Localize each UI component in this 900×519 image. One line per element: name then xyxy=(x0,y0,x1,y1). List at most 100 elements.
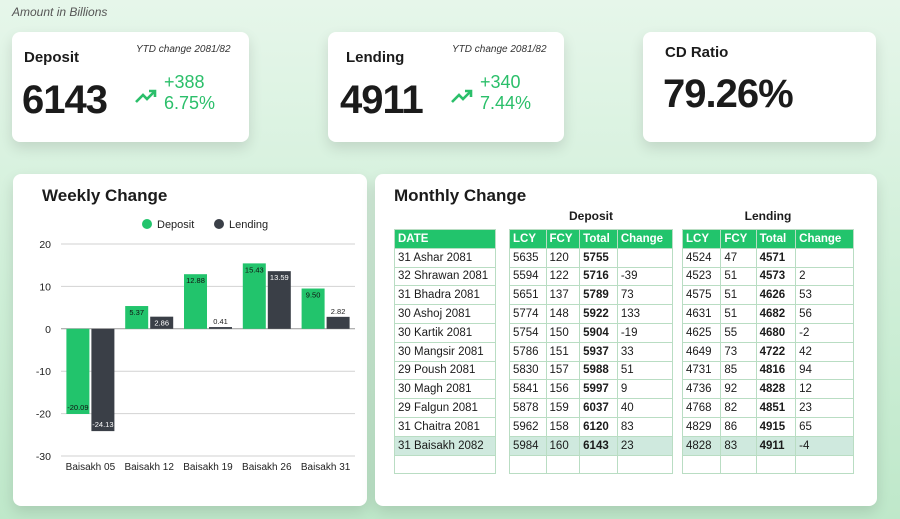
deposit-cell: 150 xyxy=(545,322,581,343)
lending-table: LCY FCY Total Change 4524 47 4571 4523 51 4573 2 45… xyxy=(681,229,854,475)
lending-cell: 4911 xyxy=(755,435,797,456)
lending-column-header: Change xyxy=(795,229,854,249)
date-cell: 32 Shrawan 2081 xyxy=(394,266,496,287)
deposit-cell: 83 xyxy=(616,416,674,437)
table-row: 5754 150 5904 -19 xyxy=(509,322,674,343)
bar xyxy=(326,316,350,329)
date-cell: 30 Kartik 2081 xyxy=(394,322,496,343)
deposit-cell: 5997 xyxy=(579,379,618,400)
deposit-cell: 157 xyxy=(545,360,581,381)
deposit-cell: -19 xyxy=(616,322,674,343)
table-row: 30 Kartik 2081 xyxy=(394,322,496,343)
lending-cell: 4816 xyxy=(755,360,797,381)
weekly-change-panel: Weekly Change Deposit Lending 20 10 0 -10 -20 -… xyxy=(13,174,367,506)
lending-cell: 65 xyxy=(795,416,854,437)
lending-cell: 4736 xyxy=(681,379,722,400)
table-row: 31 Chaitra 2081 xyxy=(394,416,496,437)
lending-card: Lending YTD change 2081/82 4911 +340 7.4… xyxy=(328,32,564,142)
table-row: 5984 160 6143 23 xyxy=(509,435,674,456)
table-row: 5651 137 5789 73 xyxy=(509,285,674,306)
legend-label: Deposit xyxy=(157,219,194,231)
empty-cell xyxy=(616,454,674,475)
deposit-cell: 5755 xyxy=(579,247,618,268)
table-row: 31 Ashar 2081 xyxy=(394,247,496,268)
deposit-cell: 5841 xyxy=(509,379,547,400)
lending-cell: 73 xyxy=(720,341,757,362)
y-tick-label: 10 xyxy=(39,281,51,293)
lending-cell xyxy=(795,247,854,268)
deposit-cell: 5984 xyxy=(509,435,547,456)
lending-cell: 4731 xyxy=(681,360,722,381)
deposit-cell: 5878 xyxy=(509,398,547,418)
data-label: 0.41 xyxy=(213,317,228,326)
date-column-header: DATE xyxy=(394,229,496,249)
lending-cell: 4575 xyxy=(681,285,722,306)
deposit-cell: 40 xyxy=(616,398,674,418)
lending-cell: 94 xyxy=(795,360,854,381)
y-tick-label: 20 xyxy=(39,239,51,251)
legend-marker xyxy=(142,219,152,229)
table-row: 4829 86 4915 65 xyxy=(681,416,854,437)
lending-group-header: Lending xyxy=(744,209,792,223)
table-row: 4731 85 4816 94 xyxy=(681,360,854,381)
lending-cell: 51 xyxy=(720,304,757,324)
lending-cell: 51 xyxy=(720,285,757,306)
deposit-cell: 51 xyxy=(616,360,674,381)
lending-cell: 4573 xyxy=(755,266,797,287)
table-row: 32 Shrawan 2081 xyxy=(394,266,496,287)
lending-cell: 56 xyxy=(795,304,854,324)
deposit-column-header: Total xyxy=(579,229,618,249)
data-label: 5.37 xyxy=(129,308,144,317)
lending-column-header: FCY xyxy=(720,229,757,249)
table-row: 4625 55 4680 -2 xyxy=(681,322,854,343)
lending-cell: 2 xyxy=(795,266,854,287)
lending-cell: 4523 xyxy=(681,266,722,287)
lending-cell: 4649 xyxy=(681,341,722,362)
lending-value: 4911 xyxy=(340,78,424,122)
deposit-change-block: +388 6.75% xyxy=(164,72,215,114)
lending-cell: -2 xyxy=(795,322,854,343)
empty-cell xyxy=(579,454,618,475)
lending-cell: 4851 xyxy=(755,398,797,418)
table-row: 4649 73 4722 42 xyxy=(681,341,854,362)
empty-cell xyxy=(545,454,581,475)
table-row: 31 Baisakh 2082 xyxy=(394,435,496,456)
cd-ratio-title: CD Ratio xyxy=(665,44,729,61)
deposit-cell: 9 xyxy=(616,379,674,400)
table-row: 4575 51 4626 53 xyxy=(681,285,854,306)
bar xyxy=(125,306,149,329)
deposit-cell: 5937 xyxy=(579,341,618,362)
deposit-cell: 148 xyxy=(545,304,581,324)
empty-cell xyxy=(394,454,496,475)
bar xyxy=(301,288,325,329)
deposit-title: Deposit xyxy=(24,49,80,66)
data-label: -24.13 xyxy=(92,420,113,429)
deposit-cell: 5651 xyxy=(509,285,547,306)
lending-cell: 53 xyxy=(795,285,854,306)
deposit-card: Deposit YTD change 2081/82 6143 +388 6.7… xyxy=(12,32,249,142)
data-label: 12.88 xyxy=(186,276,205,285)
x-tick-label: Baisakh 19 xyxy=(183,462,233,473)
deposit-cell: 5754 xyxy=(509,322,547,343)
deposit-cell: 5922 xyxy=(579,304,618,324)
deposit-cell: 158 xyxy=(545,416,581,437)
lending-cell: 4682 xyxy=(755,304,797,324)
lending-change-pct: 7.44% xyxy=(480,93,532,113)
deposit-table: LCY FCY Total Change 5635 120 5755 5594 122 5716-… xyxy=(509,229,674,475)
deposit-cell: 5830 xyxy=(509,360,547,381)
y-tick-label: -20 xyxy=(36,409,51,421)
deposit-cell: 120 xyxy=(545,247,581,268)
table-row: 30 Magh 2081 xyxy=(394,379,496,400)
cd-ratio-card: CD Ratio 79.26% xyxy=(643,32,876,142)
table-row: 5841 156 5997 9 xyxy=(509,379,674,400)
table-row: 5635 120 5755 xyxy=(509,247,674,268)
deposit-ytd-label: YTD change 2081/82 xyxy=(136,44,231,55)
data-label: -20.09 xyxy=(67,403,88,412)
lending-cell: 4631 xyxy=(681,304,722,324)
table-row: 4828 83 4911 -4 xyxy=(681,435,854,456)
deposit-column-header: Change xyxy=(616,229,674,249)
deposit-cell: 33 xyxy=(616,341,674,362)
lending-change-block: +340 7.44% xyxy=(480,72,531,114)
lending-cell: 55 xyxy=(720,322,757,343)
weekly-change-chart: Deposit Lending 20 10 0 -10 -20 -30 -20.09 -24.13… xyxy=(36,219,355,473)
